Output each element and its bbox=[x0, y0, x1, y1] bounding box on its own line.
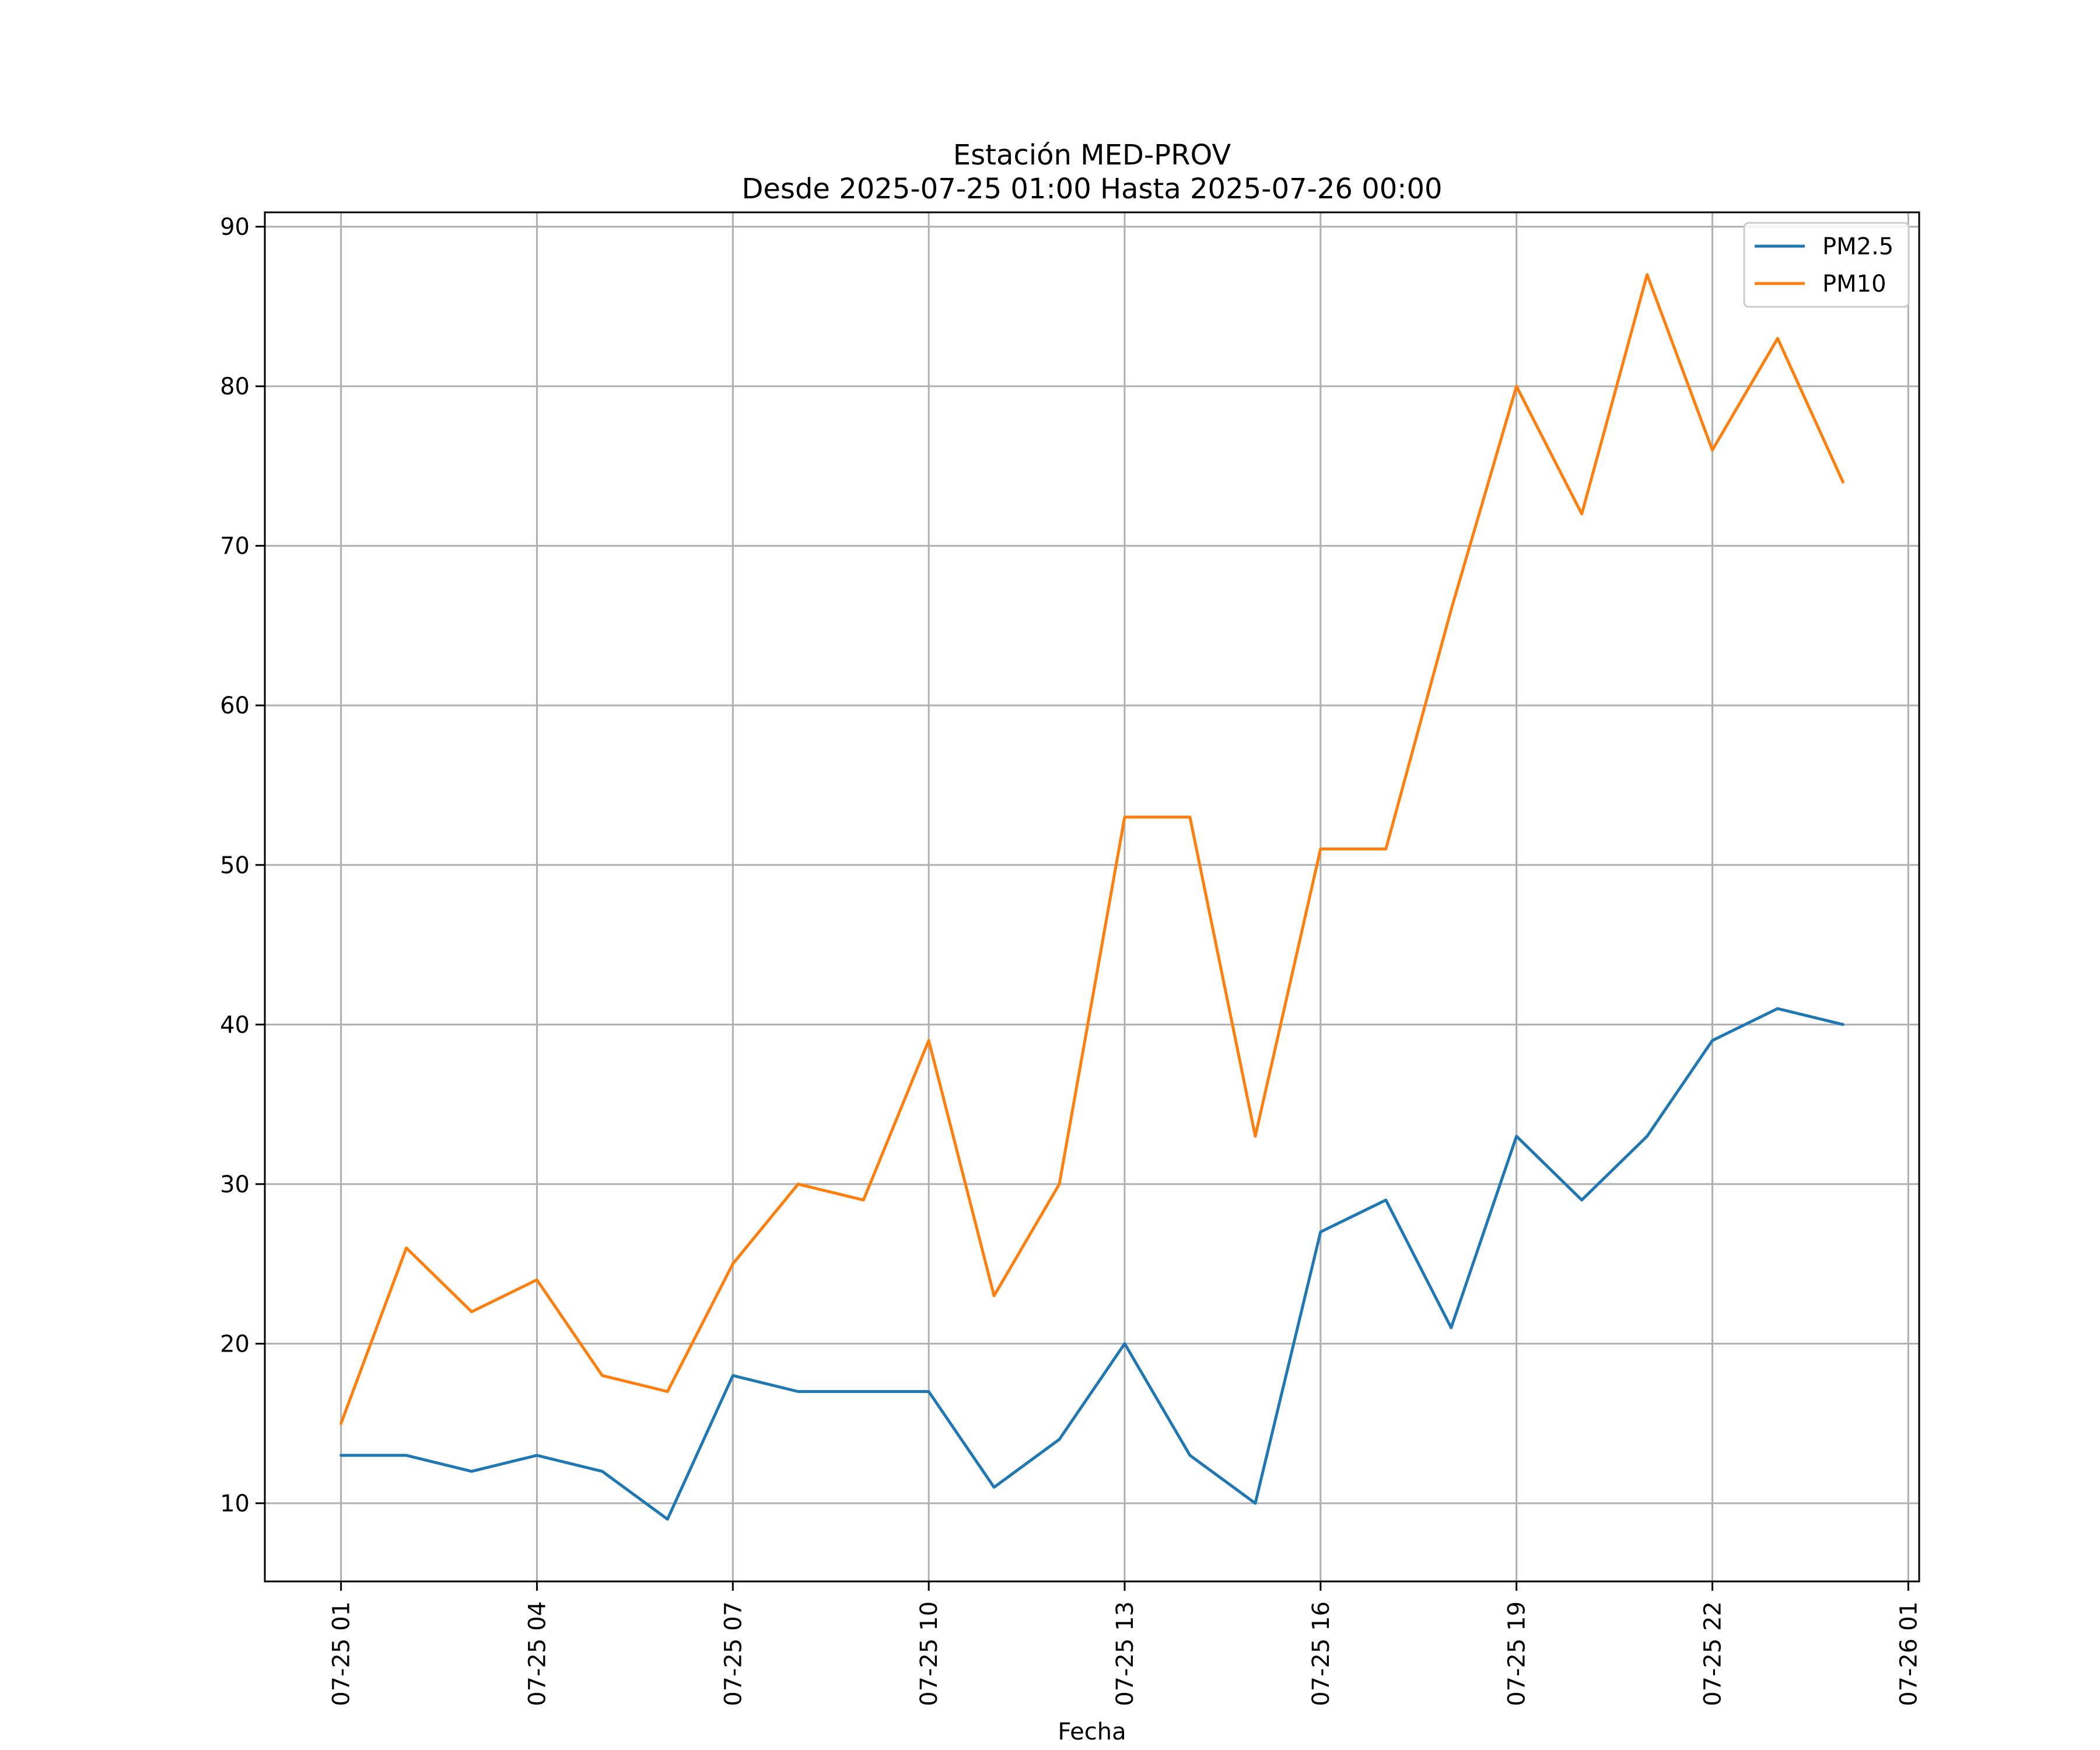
x-tick-label: 07-26 01 bbox=[1895, 1601, 1922, 1706]
x-tick-label: 07-25 16 bbox=[1308, 1601, 1335, 1706]
legend-label: PM2.5 bbox=[1822, 233, 1894, 260]
series-line-pm2-5 bbox=[340, 1007, 1845, 1521]
grid bbox=[265, 212, 1919, 1581]
legend-label: PM10 bbox=[1822, 271, 1887, 298]
y-tick-label: 40 bbox=[220, 1012, 250, 1038]
x-tick-label: 07-25 22 bbox=[1700, 1601, 1727, 1706]
x-tick-label: 07-25 13 bbox=[1112, 1601, 1139, 1706]
legend: PM2.5 PM10 bbox=[1743, 222, 1910, 308]
plot-frame bbox=[264, 211, 1920, 1583]
x-tick-label: 07-25 10 bbox=[916, 1601, 943, 1706]
y-tick-label: 50 bbox=[220, 852, 250, 879]
x-tick-label: 07-25 19 bbox=[1504, 1601, 1531, 1706]
series-line-pm10 bbox=[340, 273, 1845, 1425]
y-tick-label: 30 bbox=[220, 1171, 250, 1198]
x-tick-label: 07-25 07 bbox=[720, 1601, 747, 1706]
x-tick-label: 07-25 01 bbox=[328, 1601, 355, 1706]
y-tick-label: 60 bbox=[220, 692, 250, 719]
y-tick-label: 70 bbox=[220, 533, 250, 560]
series-lines bbox=[340, 273, 1845, 1521]
chart-title: Estación MED-PROV bbox=[953, 139, 1231, 172]
x-axis-label: Fecha bbox=[1058, 1718, 1126, 1745]
y-tick-label: 10 bbox=[220, 1490, 250, 1517]
y-tick-label: 20 bbox=[220, 1331, 250, 1357]
y-tick-label: 80 bbox=[220, 373, 250, 400]
y-tick-label: 90 bbox=[220, 214, 250, 241]
x-axis-ticks: 07-25 01 07-25 04 07-25 07 07-25 10 07-25 13… bbox=[328, 1581, 1922, 1706]
x-tick-label: 07-25 04 bbox=[524, 1601, 551, 1706]
y-axis-ticks: 10 20 30 40 50 60 70 80 90 bbox=[220, 214, 265, 1517]
legend-box bbox=[1743, 222, 1910, 308]
chart-subtitle: Desde 2025-07-25 01:00 Hasta 2025-07-26 … bbox=[741, 173, 1442, 205]
